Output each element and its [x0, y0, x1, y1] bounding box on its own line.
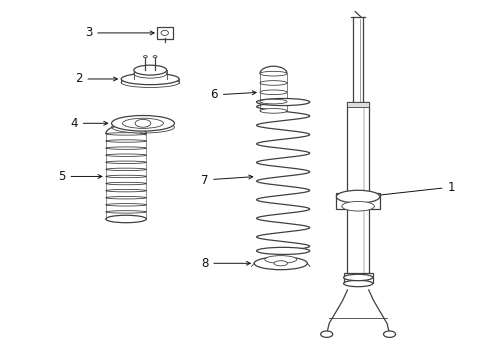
- Ellipse shape: [343, 280, 372, 287]
- Ellipse shape: [134, 69, 166, 78]
- Ellipse shape: [274, 261, 287, 266]
- Ellipse shape: [105, 175, 146, 178]
- Text: 7: 7: [201, 174, 252, 186]
- Ellipse shape: [105, 168, 146, 171]
- Ellipse shape: [260, 71, 286, 76]
- Ellipse shape: [143, 55, 147, 58]
- Ellipse shape: [105, 211, 146, 213]
- Text: 5: 5: [58, 170, 102, 183]
- Text: 6: 6: [210, 89, 256, 102]
- Text: 4: 4: [70, 117, 107, 130]
- Ellipse shape: [105, 218, 146, 220]
- FancyBboxPatch shape: [347, 102, 368, 203]
- Ellipse shape: [105, 189, 146, 192]
- FancyBboxPatch shape: [346, 102, 368, 107]
- Ellipse shape: [254, 257, 307, 270]
- Ellipse shape: [105, 161, 146, 163]
- Ellipse shape: [105, 215, 146, 223]
- Ellipse shape: [383, 331, 395, 337]
- Ellipse shape: [105, 182, 146, 185]
- Ellipse shape: [105, 133, 146, 135]
- Ellipse shape: [121, 77, 179, 87]
- Text: 8: 8: [201, 257, 250, 270]
- Ellipse shape: [111, 121, 174, 133]
- FancyBboxPatch shape: [336, 193, 379, 210]
- Ellipse shape: [260, 99, 286, 104]
- Ellipse shape: [161, 30, 168, 35]
- Text: 1: 1: [340, 181, 454, 201]
- FancyBboxPatch shape: [156, 27, 173, 39]
- Ellipse shape: [264, 256, 296, 263]
- FancyBboxPatch shape: [343, 273, 372, 283]
- Ellipse shape: [256, 247, 309, 255]
- Ellipse shape: [260, 90, 286, 95]
- Text: 3: 3: [84, 26, 154, 39]
- FancyBboxPatch shape: [347, 203, 368, 279]
- Ellipse shape: [105, 204, 146, 206]
- Ellipse shape: [260, 109, 286, 113]
- Ellipse shape: [134, 65, 166, 75]
- Ellipse shape: [122, 118, 163, 129]
- Ellipse shape: [320, 331, 332, 337]
- Ellipse shape: [153, 55, 157, 58]
- Ellipse shape: [111, 116, 174, 131]
- Ellipse shape: [105, 147, 146, 149]
- Ellipse shape: [260, 81, 286, 85]
- Ellipse shape: [105, 154, 146, 156]
- Ellipse shape: [105, 197, 146, 199]
- Ellipse shape: [341, 202, 374, 211]
- Ellipse shape: [336, 190, 379, 203]
- Ellipse shape: [256, 99, 309, 105]
- Ellipse shape: [135, 120, 150, 127]
- Text: 2: 2: [75, 72, 117, 85]
- Ellipse shape: [343, 274, 372, 281]
- Ellipse shape: [105, 140, 146, 142]
- Ellipse shape: [121, 73, 179, 85]
